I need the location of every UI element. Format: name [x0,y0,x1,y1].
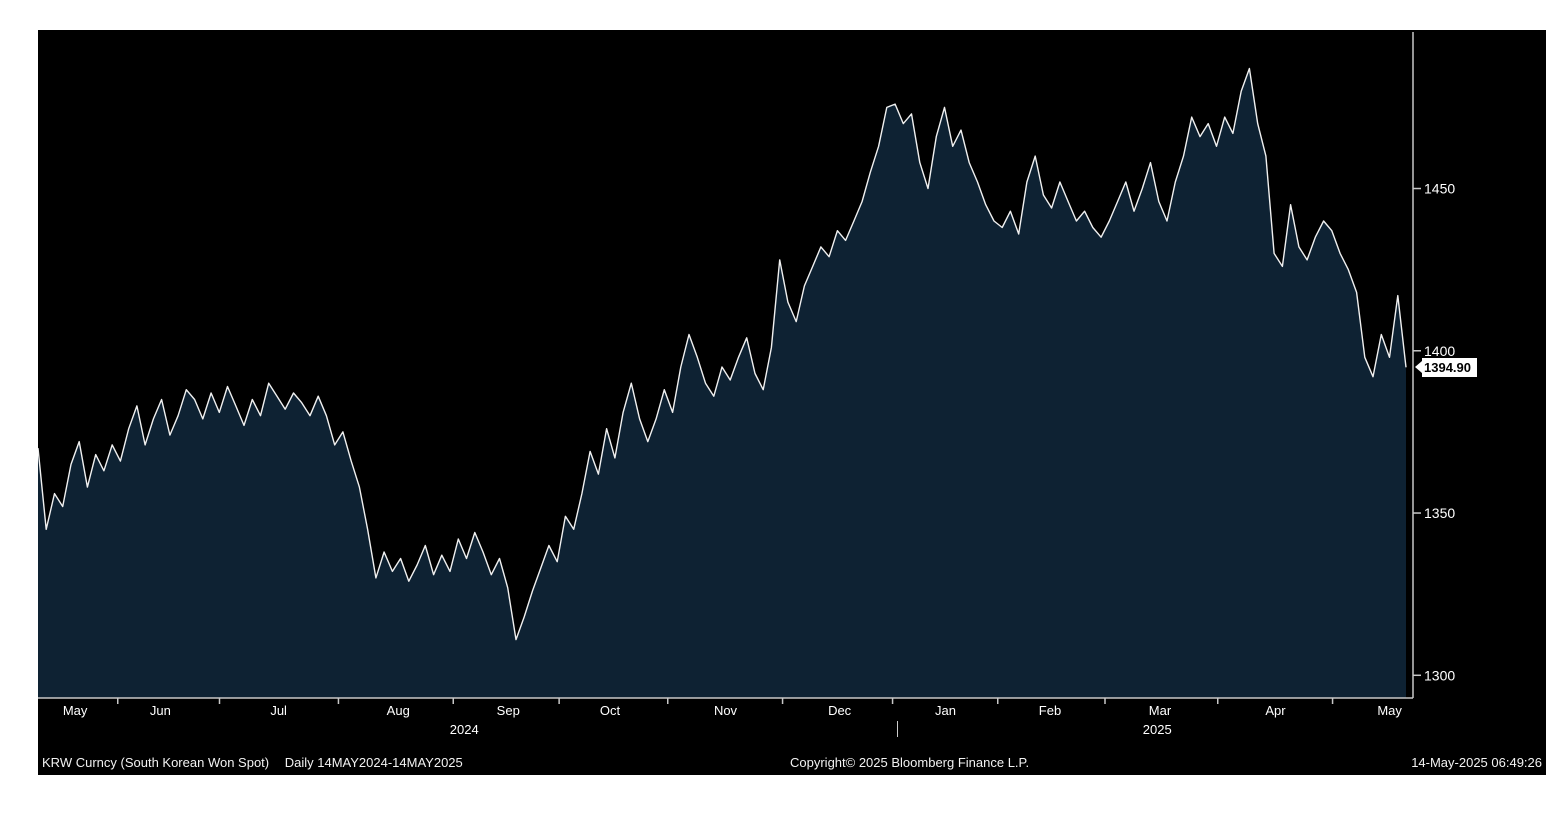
x-axis-month-label: Apr [1265,703,1286,718]
security-description: KRW Curncy (South Korean Won Spot) Daily… [42,755,463,770]
copyright-text: Copyright© 2025 Bloomberg Finance L.P. [790,755,1030,770]
last-price-value: 1394.90 [1422,357,1477,377]
y-axis-tick-label: 1350 [1424,505,1455,521]
y-axis-tick-label: 1300 [1424,667,1455,683]
x-axis-month-label: Dec [828,703,852,718]
chart-window: 1300 1350 1400 1450 1394.90 May Jun Jul Aug Sep… [38,30,1546,775]
last-price-tag: 1394.90 [1415,357,1477,377]
security-name: KRW Curncy (South Korean Won Spot) [42,755,270,770]
last-price-arrow-icon [1415,361,1422,374]
x-axis-month-label: Mar [1148,703,1172,718]
timestamp: 14-May-2025 06:49:26 [1411,755,1542,770]
x-axis-month-row: May Jun Jul Aug Sep Oct Nov Dec Jan Feb Mar Apr May [38,703,1413,719]
x-axis-month-label: Feb [1038,703,1062,718]
x-axis-month-label: Nov [713,703,738,718]
price-line [38,67,1407,641]
chart-period: Daily 14MAY2024-14MAY2025 [284,755,463,770]
y-axis-tick-label: 1450 [1424,181,1455,197]
x-axis-month-label: May [1377,703,1402,718]
year-divider-tick [897,721,899,737]
price-plot-svg: 1300 1350 1400 1450 [38,32,1455,704]
x-axis-month-label: Aug [386,703,410,718]
x-axis-month-label: May [62,703,88,718]
x-axis-year-label: 2025 [1142,722,1172,737]
x-axis-year-label: 2024 [449,722,479,737]
y-axis-tick-label: 1400 [1424,343,1455,359]
price-area [38,68,1406,698]
x-axis-year-row: 2024 2025 [38,721,1413,739]
x-axis-month-label: Jul [270,703,287,718]
x-axis-month-label: Sep [496,703,520,718]
status-bar: KRW Curncy (South Korean Won Spot) Daily… [38,755,1546,773]
x-axis-month-label: Jun [149,703,171,718]
x-axis-month-label: Oct [599,703,621,718]
x-axis-month-label: Jan [935,703,956,718]
